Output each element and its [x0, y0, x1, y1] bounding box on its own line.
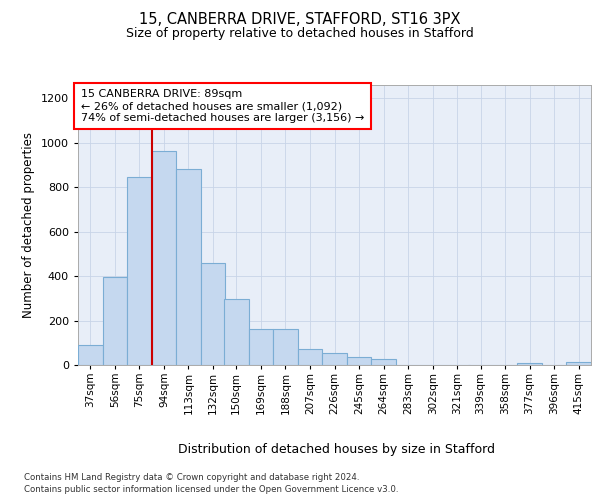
Text: Contains HM Land Registry data © Crown copyright and database right 2024.: Contains HM Land Registry data © Crown c…: [24, 472, 359, 482]
Bar: [103, 277, 127, 365]
Bar: [127, 177, 152, 365]
Bar: [224, 300, 248, 365]
Bar: [248, 330, 273, 365]
Bar: [298, 350, 322, 365]
Text: 15 CANBERRA DRIVE: 89sqm
← 26% of detached houses are smaller (1,092)
74% of sem: 15 CANBERRA DRIVE: 89sqm ← 26% of detach…: [80, 90, 364, 122]
Bar: [322, 354, 347, 365]
Text: Distribution of detached houses by size in Stafford: Distribution of detached houses by size …: [178, 442, 494, 456]
Y-axis label: Number of detached properties: Number of detached properties: [22, 132, 35, 318]
Bar: [273, 330, 298, 365]
Bar: [78, 345, 103, 365]
Bar: [566, 362, 591, 365]
Bar: [371, 359, 396, 365]
Bar: [152, 150, 176, 365]
Text: 15, CANBERRA DRIVE, STAFFORD, ST16 3PX: 15, CANBERRA DRIVE, STAFFORD, ST16 3PX: [139, 12, 461, 28]
Bar: [176, 170, 201, 365]
Bar: [201, 263, 226, 365]
Bar: [517, 363, 542, 365]
Text: Contains public sector information licensed under the Open Government Licence v3: Contains public sector information licen…: [24, 485, 398, 494]
Text: Size of property relative to detached houses in Stafford: Size of property relative to detached ho…: [126, 28, 474, 40]
Bar: [347, 357, 371, 365]
